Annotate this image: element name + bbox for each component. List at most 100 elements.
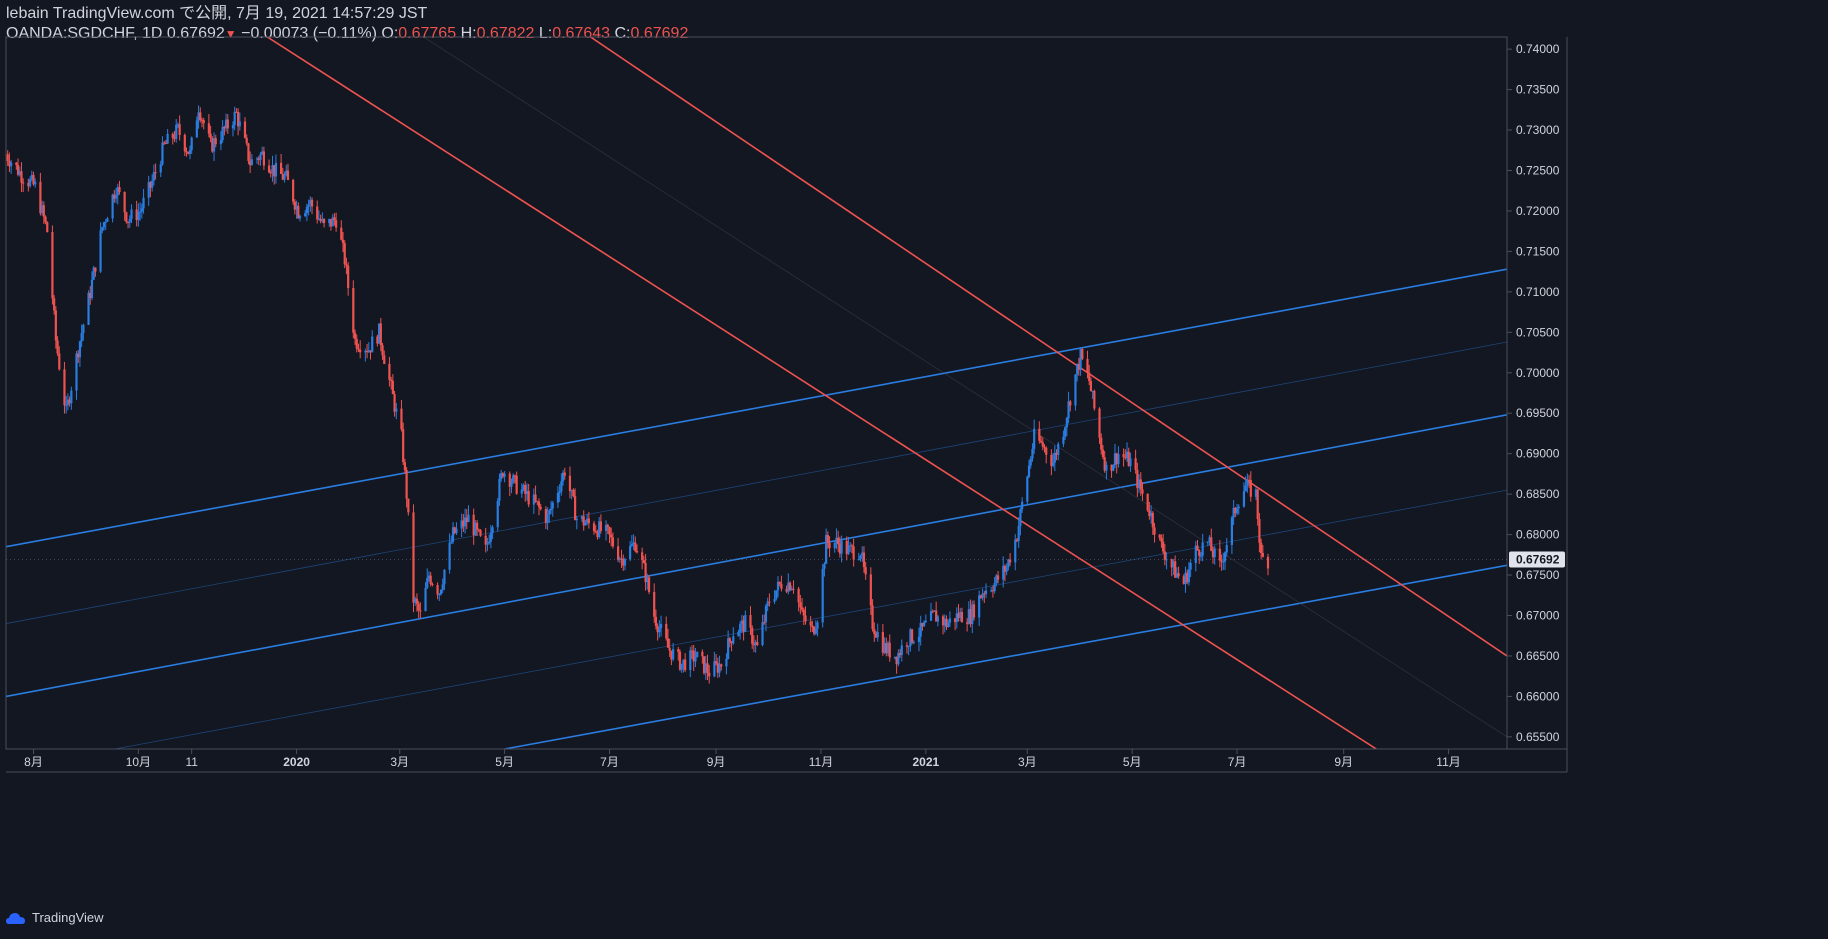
candle-body bbox=[732, 636, 735, 644]
candle-body bbox=[945, 618, 948, 628]
candle-body bbox=[106, 218, 109, 222]
candle-body bbox=[343, 243, 346, 265]
candle-body bbox=[441, 584, 444, 590]
candle-body bbox=[859, 555, 862, 560]
candle-body bbox=[498, 478, 501, 501]
candle-body bbox=[900, 645, 903, 656]
candle-body bbox=[563, 472, 566, 476]
candle-body bbox=[379, 323, 382, 346]
candle-body bbox=[87, 292, 90, 325]
candle-body bbox=[22, 182, 25, 184]
candle-body bbox=[221, 126, 224, 141]
candle-body bbox=[407, 498, 410, 513]
candle-body bbox=[520, 489, 523, 494]
candle-body bbox=[269, 172, 272, 174]
candle-body bbox=[1124, 457, 1127, 459]
candle-body bbox=[1129, 458, 1132, 467]
candle-body bbox=[847, 545, 850, 555]
candle-body bbox=[378, 323, 381, 344]
candle-body bbox=[837, 537, 840, 545]
candle-body bbox=[1139, 479, 1142, 490]
candle-body bbox=[39, 181, 42, 214]
candle-body bbox=[1031, 448, 1034, 459]
candle-body bbox=[959, 612, 962, 619]
candle-body bbox=[943, 618, 946, 626]
candle-body bbox=[1115, 453, 1118, 465]
candle-body bbox=[477, 529, 480, 531]
price-tick-label: 0.72000 bbox=[1516, 204, 1560, 218]
candle-body bbox=[666, 638, 670, 648]
candle-body bbox=[629, 545, 632, 560]
candle-body bbox=[548, 510, 551, 515]
candle-body bbox=[682, 659, 685, 664]
time-tick-label: 7月 bbox=[600, 755, 619, 769]
candle-body bbox=[672, 649, 675, 660]
candle-body bbox=[271, 165, 274, 174]
candle-body bbox=[238, 121, 241, 127]
candle-body bbox=[439, 589, 443, 595]
candle-body bbox=[1246, 479, 1249, 486]
candle-body bbox=[1170, 559, 1173, 568]
candle-body bbox=[41, 205, 44, 214]
candle-body bbox=[623, 559, 627, 566]
price-axis[interactable]: 0.74000 0.73500 0.73000 0.72500 0.72000 0.715… bbox=[1507, 42, 1560, 744]
symbol-label[interactable]: OANDA:SGDCHF, 1D bbox=[6, 25, 163, 42]
candle-body bbox=[1211, 550, 1215, 558]
candle-body bbox=[835, 537, 838, 543]
candle-body bbox=[825, 534, 828, 564]
candle-body bbox=[1260, 542, 1263, 554]
time-axis[interactable]: 8月 10月 11 2020 3月 5月 7月 9月 11月 2021 3月 5月 7月 9月 11月 bbox=[24, 749, 1461, 769]
candle-body bbox=[513, 475, 517, 477]
candle-body bbox=[304, 213, 307, 217]
candle-body bbox=[616, 546, 620, 560]
candle-body bbox=[515, 475, 518, 494]
candle-body bbox=[905, 645, 909, 647]
candle-body bbox=[1153, 527, 1156, 535]
candle-body bbox=[549, 508, 553, 511]
candle-body bbox=[51, 232, 54, 299]
candle-body bbox=[995, 575, 998, 584]
candle-body bbox=[202, 120, 205, 124]
candle-body bbox=[116, 187, 119, 196]
candle-body bbox=[924, 620, 927, 623]
candle-body bbox=[429, 575, 432, 584]
candle-body bbox=[594, 531, 597, 533]
candle-body bbox=[1002, 565, 1005, 580]
candle-body bbox=[65, 404, 68, 406]
candle-body bbox=[840, 540, 843, 554]
candle-body bbox=[532, 494, 535, 505]
candle-body bbox=[524, 485, 527, 494]
candle-body bbox=[123, 192, 126, 213]
time-tick-label: 11月 bbox=[809, 755, 833, 769]
candle-body bbox=[1074, 374, 1077, 406]
candle-body bbox=[501, 473, 504, 477]
time-tick-label: 11 bbox=[185, 755, 198, 769]
candle-body bbox=[756, 642, 759, 645]
candle-body bbox=[754, 642, 757, 646]
candle-body bbox=[957, 613, 960, 619]
candle-body bbox=[176, 124, 180, 126]
price-tick-label: 0.66500 bbox=[1516, 649, 1560, 663]
candle-body bbox=[1055, 452, 1058, 456]
candle-body bbox=[89, 292, 92, 299]
trend-line-red bbox=[266, 37, 1377, 749]
candle-body bbox=[114, 195, 118, 199]
candle-body bbox=[231, 125, 235, 129]
candle-body bbox=[592, 523, 596, 532]
candle-body bbox=[582, 516, 585, 526]
candles-layer bbox=[6, 105, 1270, 684]
candle-body bbox=[293, 201, 296, 210]
candle-body bbox=[90, 279, 94, 299]
candle-body bbox=[34, 181, 37, 185]
candle-body bbox=[978, 595, 981, 618]
trend-line-gray bbox=[423, 37, 1507, 738]
candle-body bbox=[1017, 525, 1020, 542]
candle-body bbox=[102, 222, 106, 228]
candle-body bbox=[489, 533, 492, 542]
tradingview-brand[interactable]: TradingView bbox=[6, 910, 104, 925]
candle-body bbox=[1186, 572, 1189, 583]
candle-body bbox=[991, 590, 995, 592]
candle-body bbox=[568, 475, 572, 492]
candle-body bbox=[479, 530, 482, 536]
